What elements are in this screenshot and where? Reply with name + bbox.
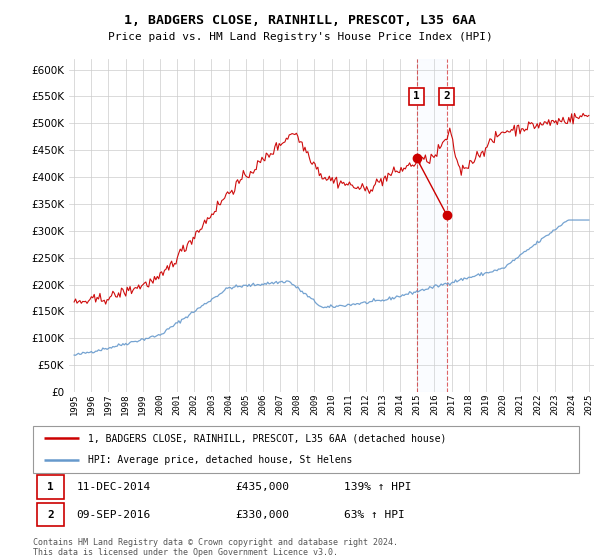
Text: 139% ↑ HPI: 139% ↑ HPI — [344, 482, 412, 492]
Text: Contains HM Land Registry data © Crown copyright and database right 2024.
This d: Contains HM Land Registry data © Crown c… — [33, 538, 398, 557]
Text: £435,000: £435,000 — [235, 482, 289, 492]
FancyBboxPatch shape — [37, 475, 64, 499]
Text: 09-SEP-2016: 09-SEP-2016 — [77, 510, 151, 520]
Text: 2: 2 — [47, 510, 54, 520]
Text: 1: 1 — [47, 482, 54, 492]
Text: 1: 1 — [413, 91, 420, 101]
Text: HPI: Average price, detached house, St Helens: HPI: Average price, detached house, St H… — [88, 455, 352, 465]
FancyBboxPatch shape — [37, 503, 64, 526]
Text: 2: 2 — [443, 91, 450, 101]
Text: 63% ↑ HPI: 63% ↑ HPI — [344, 510, 405, 520]
FancyBboxPatch shape — [33, 426, 579, 473]
Text: 1, BADGERS CLOSE, RAINHILL, PRESCOT, L35 6AA: 1, BADGERS CLOSE, RAINHILL, PRESCOT, L35… — [124, 14, 476, 27]
Text: Price paid vs. HM Land Registry's House Price Index (HPI): Price paid vs. HM Land Registry's House … — [107, 32, 493, 43]
Text: 1, BADGERS CLOSE, RAINHILL, PRESCOT, L35 6AA (detached house): 1, BADGERS CLOSE, RAINHILL, PRESCOT, L35… — [88, 433, 446, 444]
Bar — [416, 59, 446, 392]
Text: £330,000: £330,000 — [235, 510, 289, 520]
Text: 11-DEC-2014: 11-DEC-2014 — [77, 482, 151, 492]
